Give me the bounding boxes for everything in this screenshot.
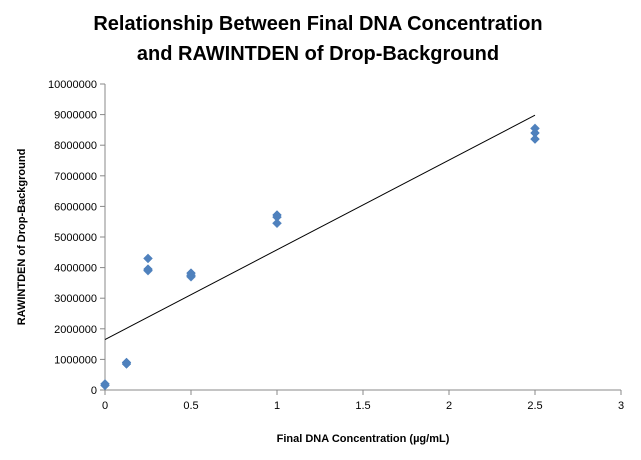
data-point	[272, 210, 282, 220]
y-tick-label: 5000000	[54, 232, 97, 244]
data-points	[100, 123, 540, 391]
y-axis-title: RAWINTDEN of Drop-Background	[16, 149, 28, 326]
y-tick-label: 0	[91, 385, 97, 397]
x-tick-label: 2	[446, 400, 452, 412]
y-tick-label: 6000000	[54, 201, 97, 213]
x-tick-label: 3	[618, 400, 624, 412]
data-point	[143, 253, 153, 264]
x-tick-label: 1	[274, 400, 280, 412]
x-tick-label: 0	[102, 400, 108, 412]
trendline	[104, 114, 536, 340]
data-point	[143, 264, 153, 274]
x-axis-ticks: 0 0.5 1 1.5 2 2.5 3	[102, 390, 624, 412]
data-point	[121, 357, 132, 368]
x-axis-title: Final DNA Concentration (µg/mL)	[277, 433, 450, 445]
y-tick-label: 1000000	[54, 354, 97, 366]
y-tick-label: 2000000	[54, 324, 97, 336]
chart-title-line-1: Relationship Between Final DNA Concentra…	[93, 13, 542, 35]
y-tick-label: 9000000	[54, 110, 97, 122]
plot-area	[104, 84, 621, 391]
chart-title-line-2: and RAWINTDEN of Drop-Background	[137, 43, 499, 65]
y-tick-label: 3000000	[54, 293, 97, 305]
y-tick-label: 4000000	[54, 263, 97, 275]
x-tick-label: 1.5	[355, 400, 370, 412]
x-tick-label: 2.5	[527, 400, 542, 412]
chart-title: Relationship Between Final DNA Concentra…	[93, 13, 542, 65]
data-point	[100, 379, 110, 389]
y-tick-label: 8000000	[54, 140, 97, 152]
data-point	[272, 218, 282, 229]
y-tick-label: 7000000	[54, 171, 97, 183]
data-point	[530, 123, 540, 134]
x-tick-label: 0.5	[183, 400, 198, 412]
data-point	[530, 134, 540, 144]
data-point	[186, 268, 196, 278]
y-tick-label: 10000000	[48, 79, 97, 91]
y-axis-ticks: 0 1000000 2000000 3000000 4000000 5000000 6000…	[48, 79, 105, 397]
trendline-group	[104, 114, 536, 340]
